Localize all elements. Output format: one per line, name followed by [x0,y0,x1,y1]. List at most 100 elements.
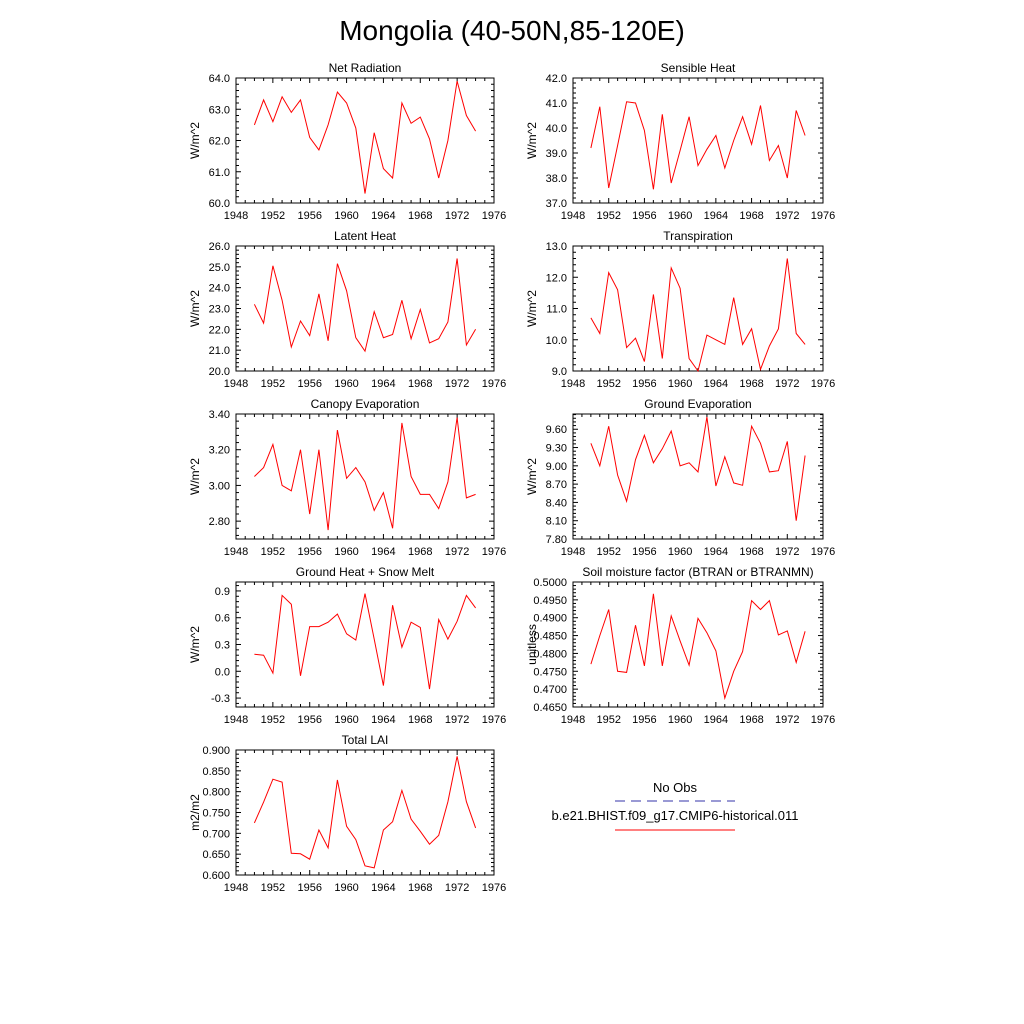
y-tick-label: 21.0 [209,345,230,357]
x-tick-label: 1968 [739,714,763,726]
x-tick-label: 1960 [334,882,358,894]
x-tick-label: 1948 [561,210,585,222]
y-tick-label: 0.750 [202,808,230,820]
y-tick-label: 20.0 [209,366,230,378]
y-axis-label: W/m^2 [188,626,202,663]
x-tick-label: 1976 [482,210,506,222]
panel-title: Total LAI [342,733,389,747]
x-tick-label: 1964 [371,210,395,222]
y-tick-label: 11.0 [546,304,567,316]
y-tick-label: 9.60 [546,424,567,436]
y-tick-label: 24.0 [209,283,230,295]
y-tick-label: 0.700 [202,828,230,840]
y-tick-label: 0.800 [202,787,230,799]
panel-title: Transpiration [663,229,733,243]
y-tick-label: 0.4900 [533,613,567,625]
x-tick-label: 1956 [632,714,656,726]
x-tick-label: 1948 [561,714,585,726]
chart-transpiration: Transpiration W/m^2 1948 1952 1956 1960 1964 19… [525,229,835,390]
x-tick-label: 1952 [261,210,285,222]
x-tick-label: 1952 [261,546,285,558]
x-tick-label: 1968 [408,210,432,222]
x-tick-label: 1964 [704,714,728,726]
y-tick-label: 63.0 [209,104,230,116]
y-tick-label: 64.0 [209,73,230,85]
panel-title: Soil moisture factor (BTRAN or BTRANMN) [582,565,813,579]
y-tick-label: 9.00 [546,461,567,473]
x-tick-label: 1964 [371,882,395,894]
x-tick-label: 1976 [482,546,506,558]
x-tick-label: 1972 [445,378,469,390]
x-tick-label: 1964 [704,546,728,558]
legend: No Obs b.e21.BHIST.f09_g17.CMIP6-histori… [552,780,798,831]
y-tick-label: 0.0 [215,666,230,678]
y-axis-label: W/m^2 [525,122,539,159]
y-tick-label: -0.3 [211,693,230,705]
x-tick-label: 1956 [297,882,321,894]
y-tick-label: 62.0 [209,136,230,148]
x-tick-label: 1948 [224,546,248,558]
plot-frame [572,581,824,708]
y-tick-label: 39.0 [546,148,567,160]
y-axis-label: W/m^2 [525,290,539,327]
x-tick-label: 1952 [596,546,620,558]
y-tick-label: 23.0 [209,304,230,316]
x-tick-label: 1976 [482,714,506,726]
y-tick-label: 0.900 [202,745,230,757]
x-tick-label: 1976 [811,210,835,222]
x-tick-label: 1972 [775,546,799,558]
panel-title: Canopy Evaporation [311,397,420,411]
y-tick-label: 0.6 [215,613,230,625]
chart-ground-heat-snow-melt: Ground Heat + Snow Melt W/m^2 1948 1952 1956… [188,565,506,726]
x-tick-label: 1948 [224,210,248,222]
y-tick-label: 0.650 [202,849,230,861]
x-tick-label: 1960 [668,378,692,390]
y-axis-label: W/m^2 [188,290,202,327]
x-tick-label: 1960 [334,378,358,390]
x-tick-label: 1972 [445,210,469,222]
y-tick-label: 0.4950 [533,595,567,607]
panel-title: Latent Heat [334,229,397,243]
y-tick-label: 0.9 [215,586,230,598]
y-tick-label: 41.0 [546,98,567,110]
y-tick-label: 3.40 [209,409,230,421]
y-tick-label: 25.0 [209,262,230,274]
y-tick-label: 2.80 [209,516,230,528]
x-tick-label: 1948 [561,378,585,390]
panel-title: Net Radiation [329,61,402,75]
x-tick-label: 1956 [297,714,321,726]
x-tick-label: 1968 [408,714,432,726]
y-tick-label: 7.80 [546,534,567,546]
plot-frame [572,413,824,540]
chart-net-radiation: Net Radiation W/m^2 1948 1952 1956 1960 1964 19… [188,61,506,222]
plot-frame [235,245,495,372]
x-tick-label: 1968 [408,378,432,390]
y-tick-label: 3.20 [209,445,230,457]
x-tick-label: 1956 [632,378,656,390]
x-tick-label: 1968 [739,378,763,390]
x-tick-label: 1964 [704,378,728,390]
y-axis-label: m2/m2 [188,794,202,831]
series-line-net-radiation [253,80,477,194]
x-tick-label: 1952 [261,378,285,390]
chart-total-lai: Total LAI m2/m2 1948 1952 1956 1960 1964 1968 19… [188,733,506,894]
panel-title: Ground Evaporation [644,397,751,411]
x-tick-label: 1964 [371,714,395,726]
chart-sensible-heat: Sensible Heat W/m^2 1948 1952 1956 1960 1964 19… [525,61,835,222]
series-line-ground-evaporation [590,416,806,521]
chart-panels: Net Radiation W/m^2 1948 1952 1956 1960 1964 19… [188,61,835,894]
y-tick-label: 60.0 [209,198,230,210]
y-tick-label: 0.4650 [533,702,567,714]
x-tick-label: 1952 [261,882,285,894]
x-tick-label: 1964 [371,546,395,558]
x-tick-label: 1976 [811,714,835,726]
x-tick-label: 1972 [775,378,799,390]
y-tick-label: 0.4750 [533,666,567,678]
x-tick-label: 1960 [668,714,692,726]
y-axis-label: W/m^2 [188,122,202,159]
x-tick-label: 1960 [668,210,692,222]
plot-frame [572,77,824,204]
chart-ground-evaporation: Ground Evaporation W/m^2 1948 1952 1956 1960 1… [525,397,835,558]
x-tick-label: 1964 [371,378,395,390]
